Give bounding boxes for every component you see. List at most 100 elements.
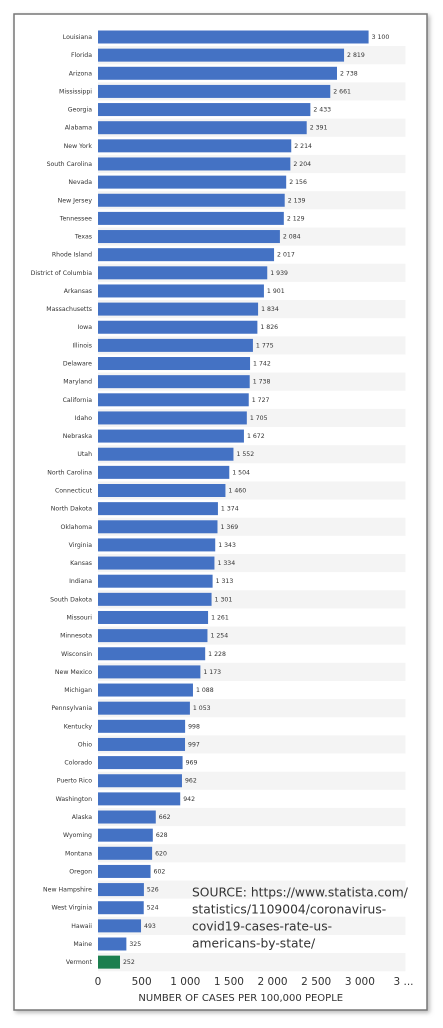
y-tick-label: Massachusetts <box>46 306 92 313</box>
value-label: 2 129 <box>287 215 305 222</box>
value-label: 998 <box>188 723 200 730</box>
y-tick-label: Nevada <box>68 179 92 186</box>
value-label: 1 334 <box>217 560 235 567</box>
bar <box>98 66 337 80</box>
value-label: 1 088 <box>196 687 214 694</box>
y-tick-label: Minnesota <box>60 633 92 640</box>
y-tick-label: Texas <box>74 234 92 241</box>
x-tick-label: 0 <box>95 976 102 988</box>
row-stripe <box>98 880 406 899</box>
value-label: 2 214 <box>294 143 312 150</box>
y-tick-label: South Carolina <box>47 161 93 168</box>
value-label: 620 <box>155 850 167 857</box>
bar <box>98 302 259 316</box>
value-label: 325 <box>129 941 141 948</box>
y-tick-label: California <box>63 397 93 404</box>
y-tick-label: Alabama <box>65 125 92 132</box>
value-label: 2 391 <box>310 125 328 132</box>
value-label: 1 313 <box>216 578 234 585</box>
bar <box>98 320 258 334</box>
bar <box>98 248 275 262</box>
y-tick-label: West Virginia <box>51 905 92 912</box>
y-tick-label: Arkansas <box>64 288 92 295</box>
y-tick-label: Georgia <box>68 107 92 114</box>
y-tick-label: Alaska <box>72 814 92 821</box>
bar <box>98 774 182 788</box>
bar <box>98 719 186 733</box>
value-label: 1 369 <box>220 524 238 531</box>
value-label: 1 343 <box>218 542 236 549</box>
x-tick-label: 2 000 <box>258 976 288 988</box>
y-tick-label: North Carolina <box>47 469 92 476</box>
bar <box>98 230 280 244</box>
bar <box>98 375 250 389</box>
value-label: 2 819 <box>347 52 365 59</box>
bar <box>98 48 345 62</box>
value-label: 1 826 <box>260 324 278 331</box>
y-tick-label: District of Columbia <box>31 270 93 277</box>
y-tick-label: Ohio <box>78 741 93 748</box>
y-tick-label: Louisiana <box>63 34 92 41</box>
bar <box>98 919 142 933</box>
bar <box>98 103 311 117</box>
bar <box>98 484 226 497</box>
bar <box>98 30 369 44</box>
y-tick-label: Wisconsin <box>61 651 92 658</box>
y-tick-label: Colorado <box>64 760 92 767</box>
value-label: 1 742 <box>253 361 271 368</box>
y-tick-label: Missouri <box>67 614 93 621</box>
bar <box>98 284 264 298</box>
y-tick-label: Puerto Rico <box>57 778 92 785</box>
value-label: 2 204 <box>293 161 311 168</box>
bar <box>98 121 307 135</box>
bar <box>98 828 153 842</box>
y-tick-label: Maryland <box>63 379 92 386</box>
y-tick-label: Arizona <box>69 70 92 77</box>
y-tick-label: Montana <box>65 850 92 857</box>
y-tick-label: Rhode Island <box>52 252 92 259</box>
value-label: 1 301 <box>215 596 233 603</box>
row-stripe <box>98 916 406 935</box>
value-label: 3 100 <box>372 34 390 41</box>
value-label: 1 228 <box>208 651 226 658</box>
y-tick-label: Virginia <box>69 542 93 549</box>
y-tick-label: Wyoming <box>63 832 92 839</box>
y-tick-label: Washington <box>56 796 92 803</box>
y-tick-label: Pennsylvania <box>51 705 92 712</box>
bar <box>98 193 285 207</box>
bar <box>98 266 268 280</box>
bar <box>98 574 213 588</box>
value-label: 1 727 <box>252 397 270 404</box>
y-tick-label: Utah <box>77 451 92 458</box>
x-axis-title: NUMBER OF CASES PER 100,000 PEOPLE <box>138 993 343 1004</box>
bar <box>98 211 284 225</box>
source-note: SOURCE: https://www.statista.com/ <box>192 886 409 900</box>
value-label: 1 261 <box>211 614 229 621</box>
bar <box>98 701 190 715</box>
bar <box>98 792 181 806</box>
bar <box>98 465 230 479</box>
y-tick-label: Vermont <box>66 959 93 966</box>
value-label: 2 156 <box>289 179 307 186</box>
value-label: 1 173 <box>203 669 221 676</box>
value-label: 662 <box>159 814 171 821</box>
bar <box>98 592 212 606</box>
bar <box>98 846 153 860</box>
row-stripe <box>98 953 406 972</box>
value-label: 1 775 <box>256 342 274 349</box>
bar <box>98 883 144 897</box>
bar <box>98 429 244 443</box>
bar <box>98 610 209 624</box>
bar <box>98 556 215 570</box>
y-tick-label: Iowa <box>78 324 93 331</box>
bar <box>98 84 331 98</box>
bar <box>98 756 183 770</box>
value-label: 1 672 <box>247 433 265 440</box>
bar <box>98 955 120 969</box>
x-tick-label: 3 ... <box>393 976 413 988</box>
y-tick-label: Delaware <box>63 361 92 368</box>
y-tick-label: Tennessee <box>59 215 92 222</box>
y-tick-label: Florida <box>71 52 92 59</box>
